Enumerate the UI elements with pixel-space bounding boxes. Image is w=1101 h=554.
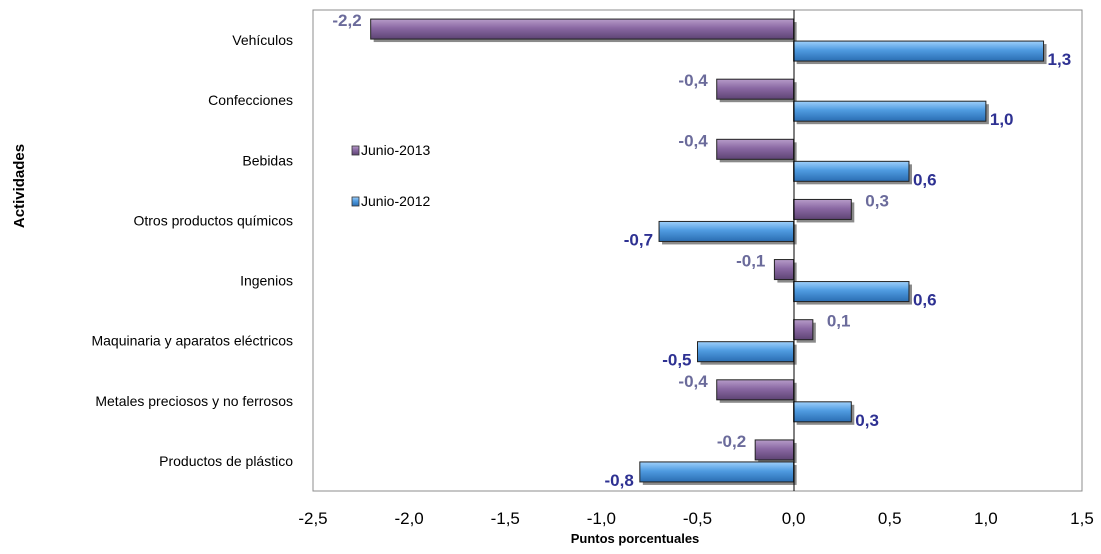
- bar-junio-2013-productos-de-plastico: [754, 439, 795, 461]
- data-label-junio-2012-maquinaria-y-aparatos-electricos: -0,5: [662, 351, 691, 370]
- x-tick-label: 1,0: [974, 509, 998, 528]
- x-tick-label: 0,5: [878, 509, 902, 528]
- data-label-junio-2012-ingenios: 0,6: [913, 291, 937, 310]
- x-tick-label: -0,5: [683, 509, 712, 528]
- bar-junio-2012-productos-de-plastico: [639, 461, 795, 483]
- data-label-junio-2012-confecciones: 1,0: [990, 110, 1014, 129]
- category-label-otros-productos-quimicos: Otros productos químicos: [133, 212, 293, 228]
- legend-label-junio-2013: Junio-2013: [361, 142, 430, 158]
- data-label-junio-2013-maquinaria-y-aparatos-electricos: 0,1: [827, 312, 851, 331]
- x-axis-title: Puntos porcentuales: [571, 531, 700, 546]
- legend-swatch-junio-2013: [351, 145, 360, 156]
- data-label-junio-2013-vehiculos: -2,2: [332, 11, 361, 30]
- bar-junio-2012-bebidas: [793, 160, 910, 182]
- category-label-bebidas: Bebidas: [242, 152, 293, 168]
- x-tick-label: -1,5: [491, 509, 520, 528]
- x-tick-label: 1,5: [1070, 509, 1094, 528]
- data-label-junio-2013-productos-de-plastico: -0,2: [717, 432, 746, 451]
- data-label-junio-2012-productos-de-plastico: -0,8: [605, 471, 634, 490]
- bar-junio-2013-ingenios: [773, 259, 795, 281]
- bar-junio-2012-metales-preciosos-y-no-ferrosos: [793, 401, 852, 423]
- bar-junio-2012-vehiculos: [793, 40, 1045, 62]
- bar-junio-2013-metales-preciosos-y-no-ferrosos: [716, 379, 795, 401]
- x-tick-label: -1,0: [587, 509, 616, 528]
- data-label-junio-2013-metales-preciosos-y-no-ferrosos: -0,4: [678, 372, 708, 391]
- x-tick-label: 0,0: [782, 509, 806, 528]
- x-tick-label: -2,5: [298, 509, 327, 528]
- bar-junio-2013-vehiculos: [370, 18, 795, 40]
- y-axis-title: Actividades: [11, 144, 28, 228]
- bar-junio-2013-confecciones: [716, 78, 795, 100]
- legend-label-junio-2012: Junio-2012: [361, 193, 430, 209]
- bar-junio-2013-otros-productos-quimicos: [793, 198, 852, 220]
- x-tick-label: -2,0: [394, 509, 423, 528]
- data-label-junio-2013-confecciones: -0,4: [678, 71, 708, 90]
- bar-junio-2012-confecciones: [793, 100, 987, 122]
- category-label-confecciones: Confecciones: [208, 92, 293, 108]
- category-label-metales-preciosos-y-no-ferrosos: Metales preciosos y no ferrosos: [95, 393, 293, 409]
- bar-junio-2012-ingenios: [793, 281, 910, 303]
- bar-junio-2013-maquinaria-y-aparatos-electricos: [793, 319, 814, 341]
- data-label-junio-2012-otros-productos-quimicos: -0,7: [624, 230, 653, 249]
- category-label-productos-de-plastico: Productos de plástico: [159, 453, 293, 469]
- category-label-vehiculos: Vehículos: [232, 32, 293, 48]
- bar-junio-2012-otros-productos-quimicos: [658, 220, 795, 242]
- data-label-junio-2013-bebidas: -0,4: [678, 131, 708, 150]
- category-label-maquinaria-y-aparatos-electricos: Maquinaria y aparatos eléctricos: [91, 333, 293, 349]
- plot-area: [312, 9, 1083, 492]
- x-tick-labels-layer: -2,5 -2,0 -1,5 -1,0 -0,5 0,0 0,5 1,0 1,5: [298, 509, 1093, 528]
- category-labels-layer: Vehículos Confecciones Bebidas Otros produc…: [91, 32, 293, 469]
- category-label-ingenios: Ingenios: [240, 273, 293, 289]
- data-labels-layer: -2,2 1,3 -0,4 1,0 -0,4 0,6 0,3 -0,7 -0,1 0,6 0,1 -0…: [332, 11, 1071, 490]
- data-label-junio-2012-metales-preciosos-y-no-ferrosos: 0,3: [855, 411, 879, 430]
- data-label-junio-2012-bebidas: 0,6: [913, 170, 937, 189]
- bar-junio-2013-bebidas: [716, 138, 795, 160]
- data-label-junio-2012-vehiculos: 1,3: [1048, 50, 1072, 69]
- bars-layer: [370, 18, 1047, 485]
- bar-junio-2012-maquinaria-y-aparatos-electricos: [697, 341, 795, 363]
- data-label-junio-2013-ingenios: -0,1: [736, 252, 765, 271]
- data-label-junio-2013-otros-productos-quimicos: 0,3: [865, 191, 889, 210]
- legend-swatch-junio-2012: [351, 196, 360, 207]
- legend: Junio-2013 Junio-2012: [351, 142, 430, 209]
